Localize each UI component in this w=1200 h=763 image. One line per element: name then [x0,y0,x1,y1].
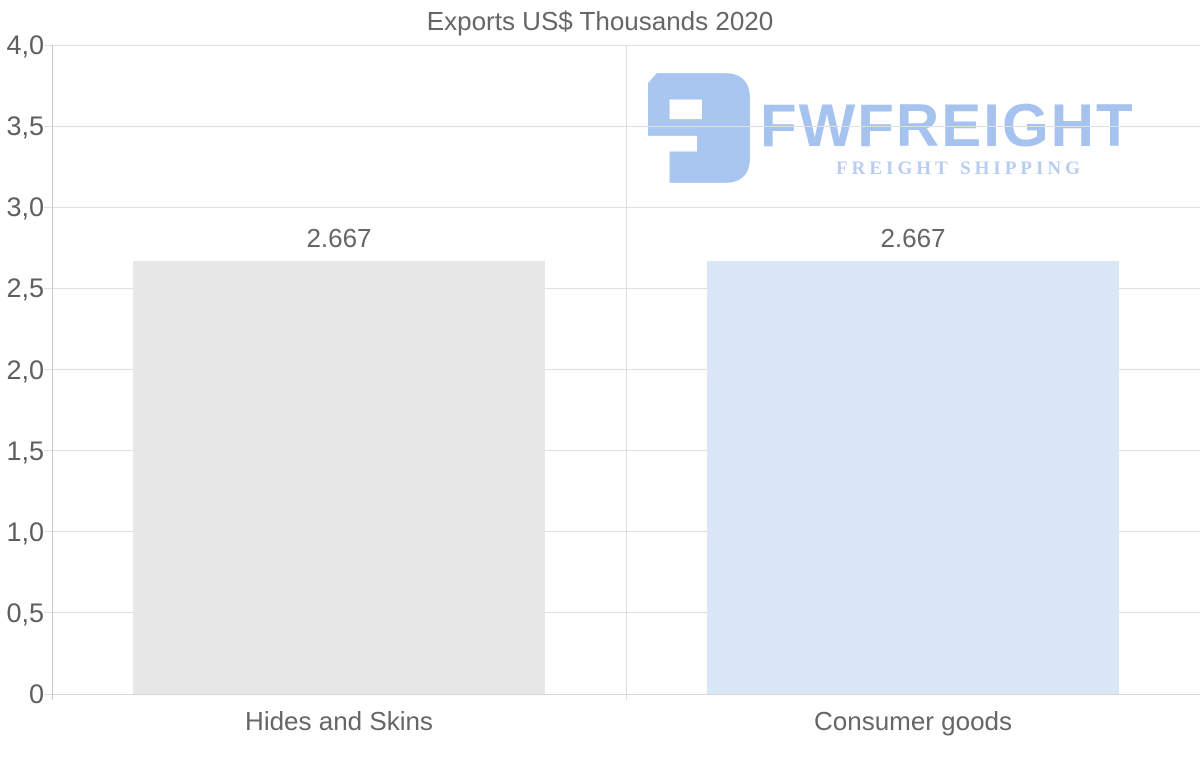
bar-hides-and-skins [133,261,545,694]
y-axis-tick [44,369,52,370]
y-axis-line [52,45,53,700]
y-axis-tick [44,44,52,46]
category-separator-gridline [625,45,627,700]
y-tick-label: 0,5 [6,597,44,628]
y-tick-label: 3,5 [6,111,44,142]
x-axis-tick [51,694,53,700]
y-axis-tick [44,450,52,452]
y-tick-label: 0 [28,679,44,709]
bar-value-label: 2.667 [306,223,372,254]
chart-title: Exports US$ Thousands 2020 [426,6,774,36]
y-axis-tick [44,206,52,208]
y-tick-label: 2,0 [6,354,44,385]
logo-tagline-text: FREIGHT SHIPPING [836,158,1084,179]
y-axis-tick [44,531,52,533]
y-axis-tick [44,287,52,289]
y-tick-label: 1,5 [6,435,44,466]
fwfreight-logo-mark-icon [648,73,750,183]
y-axis-tick [44,612,52,614]
y-tick-label: 1,0 [6,516,44,547]
y-tick-label: 3,0 [6,192,44,223]
y-tick-label: 4,0 [6,30,44,60]
logo-brand-text: FWFREIGHT [760,92,1135,159]
y-axis-tick [44,125,52,127]
y-tick-label: 2,5 [6,273,44,304]
bar-value-label: 2.667 [880,223,946,254]
y-axis-tick [44,693,52,695]
bar-consumer-goods [707,261,1119,694]
x-category-label: Consumer goods [814,706,1012,736]
x-category-label: Hides and Skins [245,706,433,736]
